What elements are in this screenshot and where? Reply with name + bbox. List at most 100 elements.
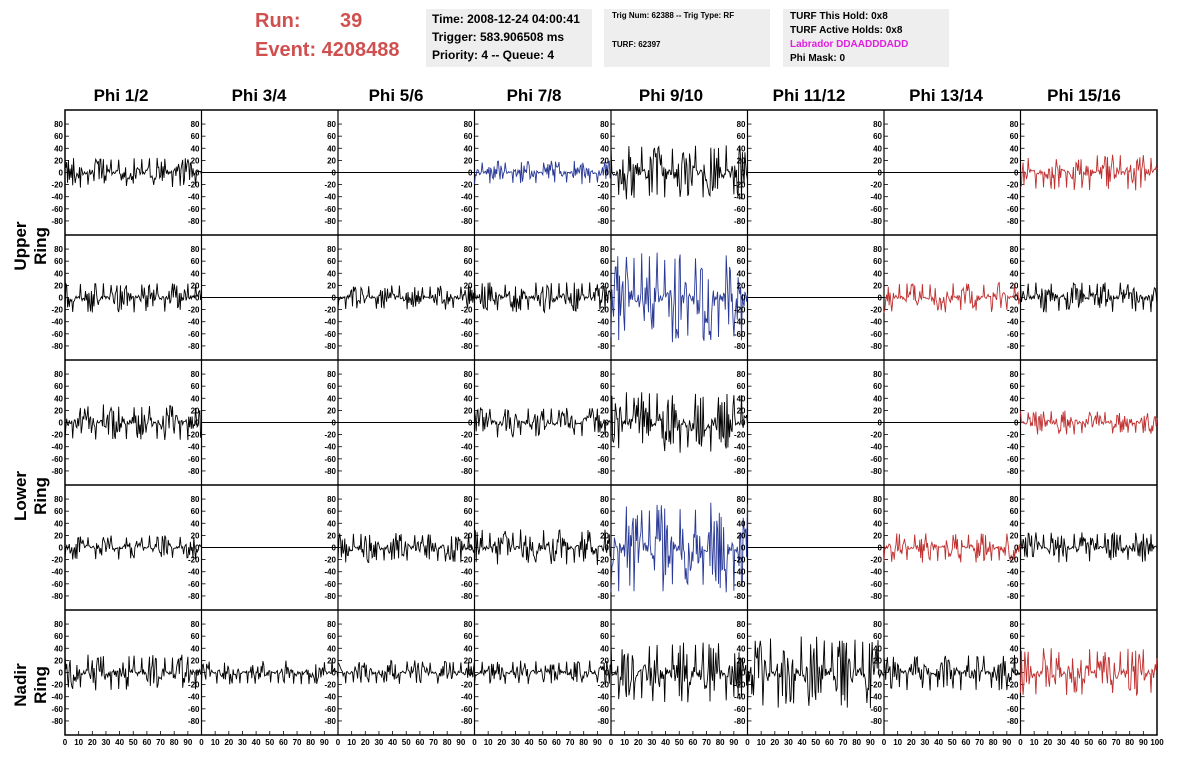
y-tick-label: -20 xyxy=(324,681,336,690)
y-tick-label: 60 xyxy=(327,257,336,266)
y-tick-label: -40 xyxy=(188,443,200,452)
y-tick-label: -20 xyxy=(188,556,200,565)
y-tick-label: -60 xyxy=(870,330,882,339)
y-tick-label: -40 xyxy=(188,568,200,577)
waveform-trace xyxy=(474,660,612,686)
x-tick-label: 70 xyxy=(702,738,711,747)
x-tick-label: 90 xyxy=(320,738,329,747)
y-tick-label: 20 xyxy=(327,531,336,540)
y-tick-label: -80 xyxy=(461,342,473,351)
y-tick-label: -40 xyxy=(734,568,746,577)
y-tick-label: 20 xyxy=(873,656,882,665)
y-tick-label: -40 xyxy=(597,443,609,452)
waveform-trace xyxy=(64,654,202,691)
y-tick-label: 80 xyxy=(873,495,882,504)
y-tick-label: -60 xyxy=(51,330,63,339)
x-tick-label: 10 xyxy=(620,738,629,747)
y-tick-label: -20 xyxy=(870,181,882,190)
y-tick-label: -80 xyxy=(734,342,746,351)
y-tick-label: -40 xyxy=(870,443,882,452)
y-tick-label: -20 xyxy=(734,431,746,440)
y-tick-label: -40 xyxy=(188,318,200,327)
y-tick-label: -20 xyxy=(1007,431,1019,440)
y-tick-label: 60 xyxy=(600,632,609,641)
turf-info-box: TURF This Hold: 0x8 TURF Active Holds: 0… xyxy=(783,9,949,67)
x-tick-label: 60 xyxy=(279,738,288,747)
x-tick-label: 70 xyxy=(293,738,302,747)
turf-active-holds-text: TURF Active Holds: 0x8 xyxy=(790,25,903,36)
y-tick-label: -40 xyxy=(461,318,473,327)
y-tick-label: 20 xyxy=(1010,531,1019,540)
y-tick-label: 60 xyxy=(54,507,63,516)
waveform-trace xyxy=(474,407,612,438)
y-tick-label: -40 xyxy=(461,193,473,202)
waveform-trace xyxy=(1020,281,1158,313)
y-tick-label: 20 xyxy=(327,656,336,665)
y-tick-label: -60 xyxy=(597,580,609,589)
y-tick-label: 0 xyxy=(1014,294,1019,303)
x-tick-label: 40 xyxy=(525,738,534,747)
y-tick-label: 80 xyxy=(873,620,882,629)
y-tick-label: 40 xyxy=(464,269,473,278)
y-tick-label: -60 xyxy=(870,705,882,714)
x-tick-label: 50 xyxy=(675,738,684,747)
x-tick-label: 60 xyxy=(552,738,561,747)
x-tick-label: 50 xyxy=(1084,738,1093,747)
y-tick-label: -20 xyxy=(597,306,609,315)
y-tick-label: 40 xyxy=(191,144,200,153)
y-tick-label: -60 xyxy=(1007,205,1019,214)
y-tick-label: 40 xyxy=(873,144,882,153)
y-tick-label: -20 xyxy=(597,681,609,690)
y-tick-label: 40 xyxy=(191,644,200,653)
x-tick-label: 80 xyxy=(1125,738,1134,747)
y-tick-label: 80 xyxy=(327,495,336,504)
y-tick-label: -40 xyxy=(188,193,200,202)
waveform-trace xyxy=(747,636,885,709)
y-tick-label: -60 xyxy=(324,330,336,339)
x-tick-label: 30 xyxy=(784,738,793,747)
y-tick-label: -60 xyxy=(597,205,609,214)
x-tick-label: 0 xyxy=(882,738,887,747)
y-tick-label: -60 xyxy=(188,455,200,464)
y-tick-label: 40 xyxy=(54,144,63,153)
y-tick-label: -60 xyxy=(734,705,746,714)
y-tick-label: 40 xyxy=(327,394,336,403)
x-tick-label: 30 xyxy=(374,738,383,747)
y-tick-label: 80 xyxy=(600,495,609,504)
y-tick-label: 40 xyxy=(327,644,336,653)
y-tick-label: 0 xyxy=(605,169,610,178)
y-tick-label: 20 xyxy=(464,531,473,540)
x-tick-label: 10 xyxy=(74,738,83,747)
y-tick-label: 60 xyxy=(873,507,882,516)
y-tick-label: -40 xyxy=(734,693,746,702)
y-tick-label: 20 xyxy=(464,406,473,415)
time-text: Time: 2008-12-24 04:00:41 xyxy=(432,12,580,26)
x-tick-label: 90 xyxy=(593,738,602,747)
y-tick-label: -60 xyxy=(597,705,609,714)
y-tick-label: 60 xyxy=(464,132,473,141)
x-tick-label: 70 xyxy=(566,738,575,747)
y-tick-label: -80 xyxy=(188,717,200,726)
x-tick-label: 50 xyxy=(811,738,820,747)
x-tick-label: 80 xyxy=(989,738,998,747)
y-tick-label: 60 xyxy=(191,632,200,641)
y-tick-label: -40 xyxy=(324,693,336,702)
column-header: Phi 9/10 xyxy=(638,86,704,105)
y-tick-label: -40 xyxy=(1007,318,1019,327)
y-tick-label: 60 xyxy=(737,257,746,266)
y-tick-label: -80 xyxy=(188,342,200,351)
y-tick-label: -40 xyxy=(870,318,882,327)
y-tick-label: -20 xyxy=(188,431,200,440)
y-tick-label: -40 xyxy=(51,568,63,577)
y-tick-label: 0 xyxy=(878,669,883,678)
y-tick-label: -60 xyxy=(734,205,746,214)
x-tick-label: 60 xyxy=(961,738,970,747)
y-tick-label: -80 xyxy=(870,592,882,601)
x-tick-label: 0 xyxy=(1018,738,1023,747)
y-tick-label: 40 xyxy=(600,269,609,278)
y-tick-label: -80 xyxy=(461,467,473,476)
y-tick-label: 80 xyxy=(191,495,200,504)
y-tick-label: -60 xyxy=(188,580,200,589)
y-tick-label: 80 xyxy=(1010,370,1019,379)
y-tick-label: 20 xyxy=(873,281,882,290)
